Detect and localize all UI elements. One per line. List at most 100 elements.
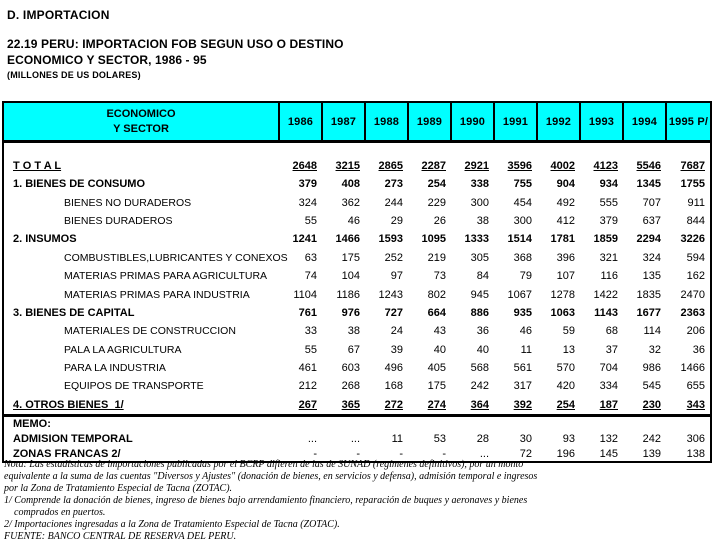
table-cell: 187 bbox=[580, 395, 623, 418]
table-cell: 24 bbox=[390, 325, 403, 338]
table-cell: 945 bbox=[470, 288, 489, 301]
table-cell: 230 bbox=[623, 395, 666, 418]
table-cell: 79 bbox=[519, 270, 532, 283]
footnote-line: comprados en puertos. bbox=[4, 507, 106, 518]
spacer bbox=[7, 22, 344, 36]
table-cell: 59 bbox=[562, 325, 575, 338]
table-cell: 162 bbox=[686, 270, 705, 283]
table-cell: 39 bbox=[390, 343, 403, 356]
table-cell: 396 bbox=[556, 251, 575, 264]
table-cell bbox=[279, 416, 322, 432]
table-row: MATERIALES DE CONSTRUCCION 33 38 24 43 36 46 59… bbox=[3, 322, 711, 340]
table-cell: 392 bbox=[494, 395, 537, 418]
column-header-economico-sector: ECONOMICO Y SECTOR bbox=[2, 101, 280, 143]
table-cell: 274 bbox=[408, 395, 451, 418]
table-cell: 570 bbox=[556, 362, 575, 375]
table-row: EQUIPOS DE TRANSPORTE 212 268 168 175 242 317 4… bbox=[3, 377, 711, 395]
footnote-line: 1/ Comprende la donación de bienes, ingr… bbox=[4, 495, 528, 506]
import-table: ECONOMICO Y SECTOR 1986 1987 1988 1989 1990 1… bbox=[2, 101, 712, 464]
table-cell: 568 bbox=[470, 362, 489, 375]
table-cell: 305 bbox=[470, 251, 489, 264]
table-cell: 38 bbox=[476, 214, 489, 227]
table-row: 2. INSUMOS 1241 1466 1593 1095 1333 1514 1781 18… bbox=[3, 230, 711, 248]
table-cell: 84 bbox=[476, 270, 489, 283]
table-cell: 727 bbox=[384, 306, 403, 319]
table-cell: 317 bbox=[513, 380, 532, 393]
table-cell: 30 bbox=[519, 432, 532, 445]
table-cell: ... bbox=[479, 447, 489, 460]
table-cell: - bbox=[399, 447, 403, 460]
table-cell: 272 bbox=[365, 395, 408, 418]
table-cell: 36 bbox=[476, 325, 489, 338]
table-cell: 29 bbox=[390, 214, 403, 227]
row-label: ADMISION TEMPORAL bbox=[13, 432, 133, 445]
table-cell: 11 bbox=[391, 432, 403, 445]
table-cell bbox=[322, 416, 365, 432]
table-cell: 1345 bbox=[636, 178, 661, 191]
table-cell: 2287 bbox=[421, 160, 446, 172]
table-row: BIENES DURADEROS 55 46 29 26 38 300 412 379 637 84… bbox=[3, 212, 711, 230]
table-cell: 911 bbox=[687, 196, 705, 209]
table-cell: 496 bbox=[384, 362, 403, 375]
table-cell bbox=[666, 416, 711, 432]
table-cell: 229 bbox=[427, 196, 446, 209]
table-cell: 114 bbox=[643, 325, 661, 338]
table-cell: 1514 bbox=[507, 233, 532, 246]
row-label: MATERIAS PRIMAS PARA AGRICULTURA bbox=[64, 270, 268, 283]
table-cell: 1243 bbox=[378, 288, 403, 301]
table-cell: 555 bbox=[599, 196, 618, 209]
table-cell: 104 bbox=[341, 270, 360, 283]
table-cell: 11 bbox=[520, 343, 532, 356]
table-row: BIENES NO DURADEROS 324 362 244 229 300 454 492… bbox=[3, 193, 711, 211]
footnote-line: FUENTE: BANCO CENTRAL DE RESERVA DEL PER… bbox=[4, 531, 237, 542]
row-label: 2. INSUMOS bbox=[13, 233, 77, 246]
table-cell: 212 bbox=[298, 380, 317, 393]
table-cell: 4123 bbox=[593, 160, 618, 172]
table-cell: 135 bbox=[642, 270, 661, 283]
row-label: MATERIALES DE CONSTRUCCION bbox=[64, 325, 236, 338]
table-row: 4. OTROS BIENES 1/267 365 272 274 364 392 254 1… bbox=[3, 395, 711, 418]
row-label: COMBUSTIBLES,LUBRICANTES Y CONEXOS bbox=[64, 251, 288, 264]
row-label: 4. OTROS BIENES 1/ bbox=[3, 395, 279, 418]
row-label: BIENES DURADEROS bbox=[64, 214, 173, 227]
table-cell: 273 bbox=[384, 178, 403, 191]
table-row: PALA LA AGRICULTURA 55 67 39 40 40 11 13 37 32 36 bbox=[3, 341, 711, 359]
table-cell: 67 bbox=[347, 343, 360, 356]
table-row: 1. BIENES DE CONSUMO 379 408 273 254 338 755 90… bbox=[3, 175, 711, 193]
table-title-line2: ECONOMICO Y SECTOR, 1986 - 95 bbox=[7, 53, 207, 67]
table-cell: 379 bbox=[298, 178, 317, 191]
table-cell: 2921 bbox=[464, 160, 489, 172]
table-cell: 168 bbox=[384, 380, 403, 393]
table-cell: 32 bbox=[648, 343, 661, 356]
table-cell: 13 bbox=[562, 343, 575, 356]
table-cell: - bbox=[356, 447, 360, 460]
column-header-year: 1991 bbox=[493, 101, 538, 143]
table-cell: 1835 bbox=[636, 288, 661, 301]
table-cell: 139 bbox=[642, 447, 661, 460]
table-cell: 138 bbox=[686, 447, 705, 460]
table-cell: 1095 bbox=[421, 233, 446, 246]
row-label: ZONAS FRANCAS 2/ bbox=[13, 447, 121, 460]
table-cell: 1466 bbox=[335, 233, 360, 246]
table-cell: 254 bbox=[537, 395, 580, 418]
table-cell: 594 bbox=[686, 251, 705, 264]
table-cell: 74 bbox=[304, 270, 317, 283]
table-cell: 242 bbox=[642, 432, 661, 445]
table-cell: 53 bbox=[433, 432, 446, 445]
table-row: MATERIAS PRIMAS PARA INDUSTRIA 1104 1186 12… bbox=[3, 285, 711, 303]
table-cell bbox=[365, 416, 408, 432]
table-cell: 244 bbox=[384, 196, 403, 209]
units-note: (MILLONES DE US DOLARES) bbox=[7, 70, 141, 80]
table-cell: 761 bbox=[298, 306, 317, 319]
table-cell: 454 bbox=[513, 196, 532, 209]
table-cell: 132 bbox=[599, 432, 618, 445]
table-cell: 343 bbox=[666, 395, 711, 418]
row-label: EQUIPOS DE TRANSPORTE bbox=[64, 380, 204, 393]
section-title: D. IMPORTACION bbox=[7, 8, 110, 22]
table-cell: 1104 bbox=[293, 288, 317, 301]
table-cell: 545 bbox=[642, 380, 661, 393]
table-cell bbox=[494, 416, 537, 432]
table-cell: 116 bbox=[600, 270, 618, 283]
table-cell: 2294 bbox=[636, 233, 661, 246]
row-label: 1. BIENES DE CONSUMO bbox=[13, 178, 146, 191]
